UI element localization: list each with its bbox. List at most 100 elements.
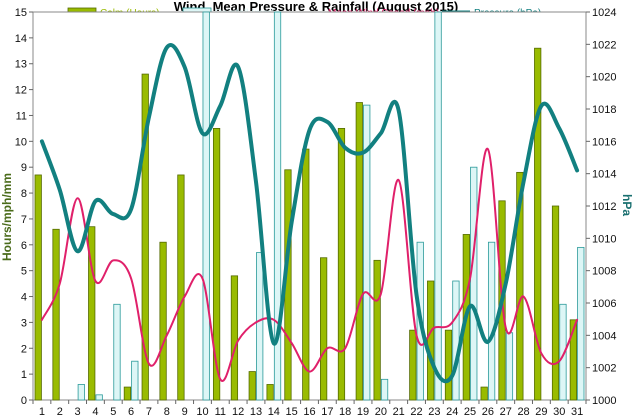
x-tick-label-10: 10 [196,406,208,418]
x-tick-label-27: 27 [500,406,512,418]
x-tick-label-15: 15 [286,406,298,418]
y-tick-label-13: 13 [15,59,27,71]
bar-calm-day-8 [159,241,167,401]
bar-rainfall-day-5 [113,303,121,401]
bar-calm-day-29 [534,47,542,401]
x-tick-label-14: 14 [268,406,280,418]
bar-rainfall-day-19 [363,104,371,401]
y2-tick-label-1010: 1010 [592,233,616,245]
bar-rainfall-day-31 [577,246,585,401]
x-tick-label-1: 1 [39,406,45,418]
bar-rainfall-day-23 [434,11,442,401]
x-tick-label-18: 18 [339,406,351,418]
x-tick-label-6: 6 [128,406,134,418]
x-tick-label-17: 17 [321,406,333,418]
bar-rainfall-day-30 [559,303,567,401]
x-tick-label-2: 2 [57,406,63,418]
y2-tick-label-1000: 1000 [592,395,616,407]
y-tick-label-7: 7 [21,214,27,226]
bar-calm-day-1 [34,174,42,401]
x-tick-label-25: 25 [464,406,476,418]
x-tick-label-8: 8 [164,406,170,418]
bar-rainfall-day-6 [131,360,139,401]
bar-rainfall-day-27 [505,332,514,401]
bar-calm-day-2 [52,228,60,401]
bar-rainfall-day-26 [487,241,496,401]
y-tick-label-9: 9 [21,162,27,174]
bar-rainfall-day-14 [273,11,282,401]
bar-calm-day-17 [320,257,328,401]
y-axis-right: 1000 1002 1004 1006 1008 1010 1012 1014 1016 1018… [586,7,616,407]
bar-calm-day-13 [248,371,256,401]
x-tick-label-7: 7 [146,406,152,418]
y2-tick-label-1022: 1022 [592,39,616,51]
x-tick-label-16: 16 [303,406,315,418]
bar-rainfall-day-20 [380,378,389,401]
bar-calm-day-14 [266,384,274,401]
x-tick-label-9: 9 [182,406,188,418]
bar-rainfall-day-13 [256,252,264,401]
bar-calm-day-30 [551,205,560,401]
y2-tick-label-1020: 1020 [592,72,616,84]
x-tick-label-30: 30 [553,406,565,418]
y2-tick-label-1014: 1014 [592,169,616,181]
bar-calm-day-28 [516,171,524,401]
y-tick-label-1: 1 [21,369,27,381]
bar-calm-day-16 [302,148,310,401]
y-tick-label-3: 3 [21,317,27,329]
bar-rainfall-day-24 [452,280,460,401]
chart-title: Wind. Mean Pressure & Rainfall (August 2… [174,0,459,14]
bar-calm-day-12 [230,275,239,401]
bar-calm-day-4 [88,226,96,401]
x-tick-label-5: 5 [110,406,116,418]
y2-tick-label-1018: 1018 [592,104,616,116]
x-tick-label-22: 22 [410,406,422,418]
bar-calm-day-24 [444,329,453,401]
y-tick-label-11: 11 [16,110,27,122]
y2-tick-label-1008: 1008 [592,266,616,278]
y-axis-right-label: hPa [620,194,632,216]
x-tick-label-21: 21 [393,406,405,418]
x-axis: 1 2 3 4 5 6 7 8 9 10 11 12 13 14 15 16 17 18 19 20 21 22 23 24 2… [32,400,587,418]
line-pressure [39,43,580,384]
x-tick-label-28: 28 [517,406,529,418]
y2-tick-label-1024: 1024 [592,7,616,19]
y-tick-label-6: 6 [21,240,27,252]
x-tick-label-24: 24 [446,406,458,418]
y-tick-label-10: 10 [15,136,27,148]
y-tick-label-15: 15 [15,7,27,19]
x-tick-label-23: 23 [428,406,440,418]
x-tick-label-3: 3 [75,406,81,418]
y2-tick-label-1012: 1012 [592,201,616,213]
y-tick-label-2: 2 [21,343,27,355]
y2-tick-label-1006: 1006 [592,298,616,310]
bar-calm-day-23 [427,280,435,401]
y2-tick-label-1004: 1004 [592,330,616,342]
x-tick-label-4: 4 [92,406,98,418]
bar-rainfall-day-3 [77,384,85,401]
y-tick-label-14: 14 [15,33,27,45]
x-tick-label-31: 31 [571,406,583,418]
x-tick-label-13: 13 [250,406,262,418]
bar-rainfall-day-4 [95,394,103,401]
bar-calm-day-19 [355,102,363,401]
y-axis-left-label: Hours/mph/mm [0,173,14,261]
x-tick-label-11: 11 [215,406,226,418]
y-tick-label-0: 0 [21,395,27,407]
bar-calm-day-18 [337,127,346,401]
x-tick-label-12: 12 [232,406,244,418]
bar-calm-day-20 [373,259,381,401]
x-tick-label-29: 29 [535,406,547,418]
bar-calm-day-22 [409,329,417,401]
bar-calm-day-26 [480,386,488,401]
y-tick-label-4: 4 [21,292,27,304]
plot-area [32,11,587,401]
y2-tick-label-1016: 1016 [592,136,616,148]
line-wind-speed [40,148,579,383]
y-tick-label-5: 5 [21,266,27,278]
x-tick-label-26: 26 [482,406,494,418]
x-tick-label-20: 20 [375,406,387,418]
bar-calm-day-7 [141,73,149,401]
y2-tick-label-1002: 1002 [592,363,616,375]
